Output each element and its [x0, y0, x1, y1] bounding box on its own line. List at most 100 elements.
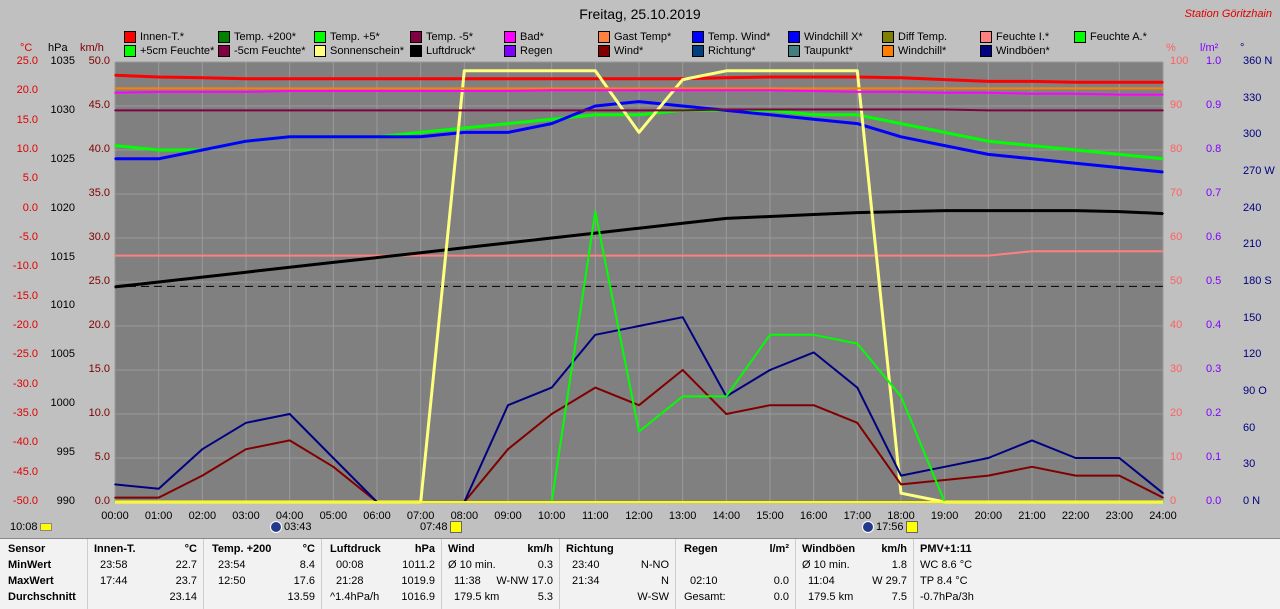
data-point	[594, 210, 597, 213]
axis-tick-hpa: 990	[56, 495, 75, 507]
legend-item[interactable]: Feuchte A.*	[1074, 31, 1147, 43]
data-point	[856, 87, 859, 90]
data-point	[114, 483, 116, 486]
data-point	[987, 92, 990, 94]
data-point	[987, 80, 990, 83]
data-point	[550, 87, 553, 90]
data-point	[1031, 87, 1033, 90]
data-point	[594, 70, 597, 72]
legend-item[interactable]: Windchill X*	[788, 31, 863, 43]
axis-tick-x: 05:00	[319, 510, 348, 522]
data-point	[288, 439, 291, 442]
stats-time: 23:54	[218, 559, 246, 571]
data-point	[594, 114, 597, 116]
data-point	[550, 237, 553, 239]
data-point	[900, 483, 902, 486]
data-point	[1031, 109, 1033, 112]
legend-item[interactable]: Taupunkt*	[788, 45, 853, 57]
stats-col-richtung: Richtung 23:40 N-NO 21:34 N W-SW	[560, 539, 676, 609]
data-point	[594, 89, 597, 91]
axis-tick-c: 15.0	[16, 113, 38, 126]
data-point	[288, 254, 291, 257]
axis-tick-c: 20.0	[16, 84, 38, 97]
data-point	[376, 109, 378, 112]
axis-tick-kmh: 10.0	[88, 407, 110, 419]
axis-tick-x: 22:00	[1061, 510, 1090, 522]
legend-label: Innen-T.*	[140, 31, 185, 43]
legend-swatch	[410, 45, 422, 57]
legend-item[interactable]: Luftdruck*	[410, 45, 476, 57]
data-point	[1074, 162, 1077, 164]
axis-tick-hpa: 1025	[50, 152, 75, 165]
clock-marker: 10:08	[10, 521, 52, 533]
axis-tick-x: 09:00	[494, 510, 522, 522]
data-point	[725, 89, 728, 91]
data-point	[1162, 87, 1164, 90]
data-point	[725, 70, 728, 72]
data-point	[769, 108, 771, 111]
data-point	[594, 87, 597, 90]
data-point	[638, 430, 640, 433]
legend-item[interactable]: Sonnenschein*	[314, 45, 404, 57]
data-point	[769, 404, 771, 407]
stats-unit: km/h	[527, 543, 553, 555]
axis-tick-pct: 100	[1170, 55, 1189, 67]
data-point	[1074, 209, 1077, 212]
data-point	[943, 144, 946, 147]
legend-item[interactable]: Windböen*	[980, 45, 1050, 57]
data-point	[769, 334, 771, 336]
data-point	[594, 254, 597, 257]
data-point	[856, 122, 859, 125]
data-point	[114, 158, 116, 160]
data-point	[943, 78, 946, 81]
legend-item[interactable]: Diff Temp.	[882, 31, 947, 43]
data-point	[1118, 474, 1121, 477]
sunrise-time: 07:48	[420, 521, 448, 533]
legend-item[interactable]: Regen	[504, 45, 552, 57]
stats-time: 11:04	[808, 575, 835, 587]
axis-tick-deg: 120	[1243, 348, 1262, 361]
legend-item[interactable]: Temp. Wind*	[692, 31, 770, 43]
axis-tick-kmh: 15.0	[88, 363, 110, 375]
stats-col-temp200: Temp. +200 °C 23:54 8.4 12:50 17.6 13.59	[204, 539, 322, 609]
legend-item[interactable]: Richtung*	[692, 45, 756, 57]
legend-item[interactable]: Temp. +200*	[218, 31, 296, 43]
data-point	[332, 90, 335, 92]
moonset-icon	[862, 521, 874, 533]
legend-item[interactable]: Feuchte I.*	[980, 31, 1049, 43]
axis-tick-x: 20:00	[974, 510, 1003, 522]
legend-item[interactable]: Gast Temp*	[598, 31, 671, 43]
axis-tick-lm2: 1.0	[1206, 55, 1222, 67]
legend-item[interactable]: Wind*	[598, 45, 643, 57]
axis-tick-deg: 270 W	[1243, 165, 1275, 177]
stats-label: Gesamt:	[684, 591, 726, 603]
legend-item[interactable]: Temp. -5*	[410, 31, 473, 43]
data-point	[550, 386, 553, 389]
legend-item[interactable]: -5cm Feuchte*	[218, 45, 306, 57]
legend-item[interactable]: Innen-T.*	[124, 31, 184, 43]
data-point	[900, 122, 902, 125]
axis-tick-c: -40.0	[12, 436, 38, 449]
legend-item[interactable]: Bad*	[504, 31, 544, 43]
data-point	[1031, 439, 1033, 442]
legend-label: Diff Temp.	[898, 31, 948, 43]
axis-tick-kmh: 0.0	[94, 495, 110, 507]
stats-head: Regen	[684, 543, 718, 555]
unit-degree: °	[1240, 42, 1245, 54]
data-point	[376, 256, 378, 259]
data-point	[943, 209, 946, 212]
data-point	[550, 109, 553, 112]
axis-tick-hpa: 1020	[50, 201, 75, 214]
data-point	[550, 413, 553, 415]
stats-head: Wind	[448, 543, 475, 555]
data-point	[856, 91, 859, 93]
data-point	[681, 109, 684, 112]
data-point	[987, 109, 990, 112]
data-point	[463, 127, 466, 129]
legend-item[interactable]: Temp. +5*	[314, 31, 380, 43]
legend-item[interactable]: Windchill*	[882, 45, 946, 57]
legend-item[interactable]: +5cm Feuchte*	[124, 45, 214, 57]
data-point	[463, 87, 466, 90]
data-point	[1118, 109, 1121, 112]
